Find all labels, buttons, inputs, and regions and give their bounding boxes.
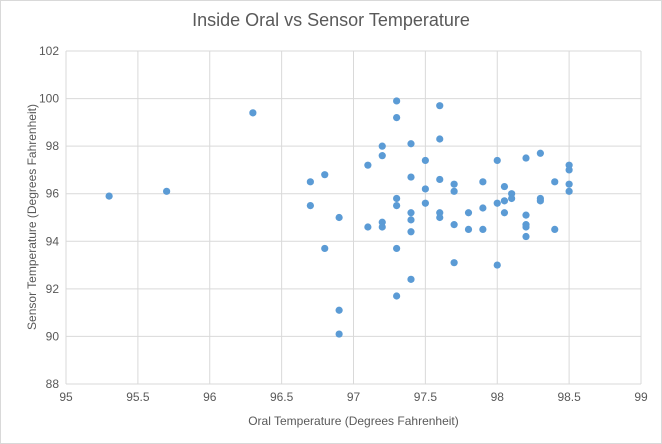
data-point: [306, 202, 314, 210]
data-point: [450, 259, 458, 267]
y-tick-label: 100: [39, 92, 59, 106]
data-point: [500, 182, 509, 191]
data-point: [335, 213, 343, 222]
data-point: [321, 171, 329, 179]
data-point: [508, 194, 516, 203]
x-tick-label: 95.5: [126, 390, 150, 404]
data-point: [378, 223, 386, 231]
data-point: [464, 225, 473, 233]
data-point: [393, 194, 401, 203]
data-point: [565, 187, 573, 195]
data-point: [493, 199, 501, 207]
data-point: [321, 244, 329, 253]
data-point: [393, 244, 401, 253]
data-point: [335, 306, 343, 314]
data-point: [335, 330, 343, 338]
data-point: [393, 292, 401, 300]
data-point: [479, 178, 487, 186]
data-point: [407, 216, 415, 224]
data-point: [464, 209, 473, 217]
x-tick-label: 96: [203, 390, 217, 404]
y-tick-label: 98: [46, 139, 60, 153]
data-point: [407, 275, 415, 283]
x-tick-label: 97: [347, 390, 361, 404]
x-tick-label: 99: [634, 390, 648, 404]
y-tick-label: 88: [46, 377, 60, 391]
data-point: [536, 149, 544, 157]
y-tick-label: 96: [46, 187, 60, 201]
x-axis-label: Oral Temperature (Degrees Fahrenheit): [248, 414, 459, 428]
data-point: [421, 185, 429, 193]
y-tick-label: 94: [46, 234, 60, 248]
x-tick-label: 95: [59, 390, 73, 404]
x-tick-label: 97.5: [414, 390, 438, 404]
data-point: [163, 187, 171, 195]
data-point: [450, 180, 458, 188]
data-point: [536, 197, 544, 205]
data-point: [364, 223, 372, 231]
data-point: [551, 178, 559, 186]
data-point: [522, 211, 530, 219]
data-point: [493, 261, 501, 269]
data-point: [436, 213, 444, 222]
data-point: [450, 221, 458, 229]
data-point: [393, 114, 401, 122]
data-point: [378, 152, 386, 160]
data-point: [436, 135, 444, 143]
chart-title: Inside Oral vs Sensor Temperature: [192, 10, 470, 30]
data-point: [249, 109, 257, 117]
data-point: [393, 97, 401, 105]
data-point: [479, 204, 487, 212]
data-point: [407, 228, 415, 236]
data-point: [393, 202, 401, 210]
data-point: [522, 223, 530, 231]
y-tick-label: 90: [46, 329, 60, 343]
data-point: [306, 178, 314, 186]
y-axis-ticks: 88 90 92 94 96 98 100 102: [39, 44, 59, 391]
data-point: [450, 187, 458, 195]
x-tick-label: 98.5: [557, 390, 581, 404]
data-point: [421, 156, 429, 165]
data-point: [500, 197, 509, 205]
data-point: [522, 232, 530, 241]
y-axis-label: Sensor Temperature (Degrees Fahrenheit): [25, 104, 39, 330]
data-point: [407, 173, 415, 181]
data-point: [407, 140, 415, 148]
data-point: [493, 156, 501, 165]
x-tick-label: 96.5: [270, 390, 294, 404]
data-point: [479, 225, 487, 233]
data-point: [421, 199, 429, 207]
x-axis-ticks: 95 95.5 96 96.5 97 97.5 98 98.5 99: [59, 390, 648, 404]
data-point: [436, 102, 444, 110]
data-points: [105, 97, 573, 338]
x-tick-label: 98: [491, 390, 505, 404]
data-point: [378, 142, 386, 150]
data-point: [500, 209, 509, 217]
data-point: [565, 166, 573, 174]
gridlines: [65, 50, 642, 385]
data-point: [436, 175, 444, 184]
data-point: [522, 154, 530, 162]
data-point: [407, 209, 415, 217]
y-tick-label: 92: [46, 282, 60, 296]
data-point: [364, 161, 372, 169]
data-point: [565, 180, 573, 188]
y-tick-label: 102: [39, 44, 59, 58]
data-point: [105, 192, 113, 200]
data-point: [551, 225, 559, 233]
